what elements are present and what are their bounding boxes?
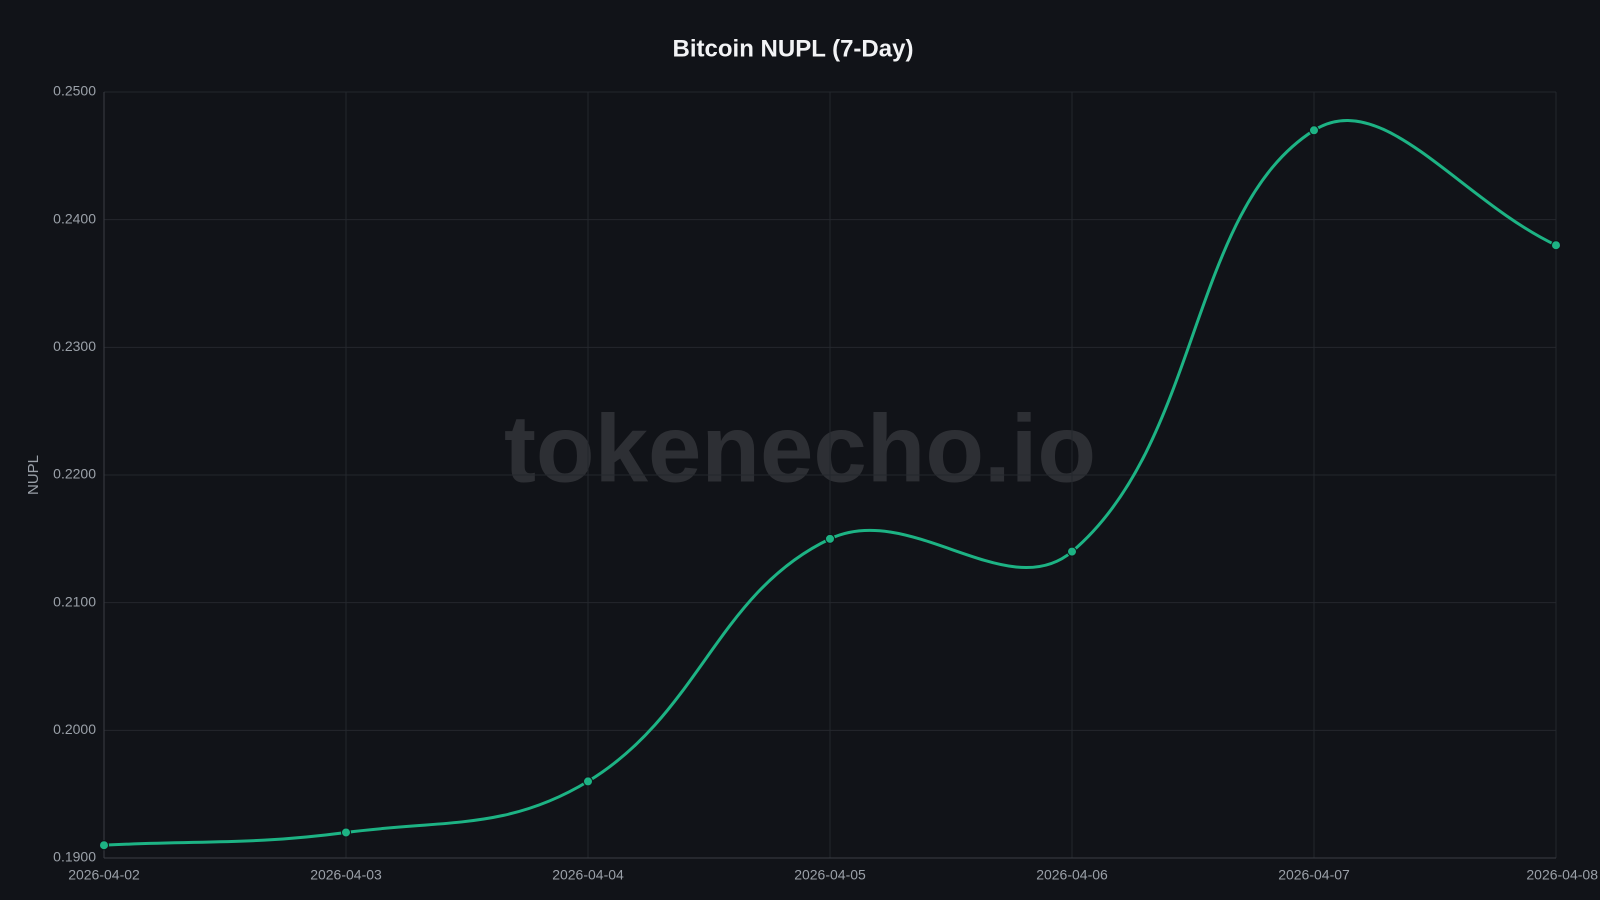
data-point — [583, 776, 593, 787]
y-tick-label: 0.2200 — [53, 466, 96, 482]
data-point — [825, 533, 835, 544]
x-tick-label: 2026-04-05 — [794, 867, 866, 883]
y-axis-label: NUPL — [25, 455, 42, 495]
data-point — [1309, 125, 1319, 136]
data-point — [341, 827, 351, 838]
x-tick-label: 2026-04-07 — [1278, 867, 1350, 883]
watermark: tokenecho.io — [504, 395, 1096, 502]
y-tick-label: 0.1900 — [53, 849, 96, 865]
x-tick-label: 2026-04-06 — [1036, 867, 1108, 883]
y-tick-label: 0.2300 — [53, 338, 96, 354]
x-tick-label: 2026-04-08 — [1526, 867, 1598, 883]
x-tick-label: 2026-04-03 — [310, 867, 382, 883]
data-point — [1551, 240, 1561, 251]
data-point — [1067, 546, 1077, 557]
x-tick-label: 2026-04-02 — [68, 867, 140, 883]
chart-title: Bitcoin NUPL (7-Day) — [673, 35, 914, 62]
y-tick-label: 0.2400 — [53, 210, 96, 226]
y-tick-label: 0.2100 — [53, 593, 96, 609]
y-tick-label: 0.2000 — [53, 721, 96, 737]
x-tick-label: 2026-04-04 — [552, 867, 624, 883]
y-tick-label: 0.2500 — [53, 83, 96, 99]
data-point — [99, 840, 109, 851]
